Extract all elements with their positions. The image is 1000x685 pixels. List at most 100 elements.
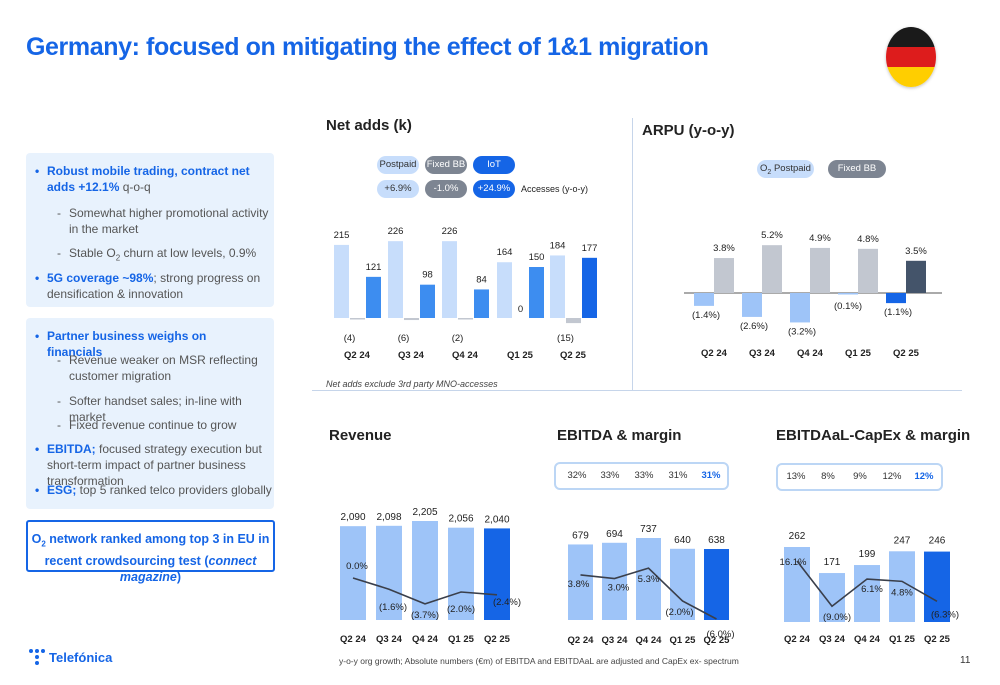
bar-postpaid-q3-24 xyxy=(388,241,403,318)
legend-postpaid: Postpaid xyxy=(377,156,419,174)
x-tick-q2-25: Q2 25 xyxy=(893,348,920,359)
x-tick-capex-q2-25: Q2 25 xyxy=(924,634,951,645)
sub-promotional: - Somewhat higher promotional activity in… xyxy=(57,206,269,236)
x-tick-q3-24: Q3 24 xyxy=(749,348,776,359)
bar-iot-q1-25 xyxy=(529,267,544,318)
network-ranking-callout: O2 network ranked among top 3 in EU in r… xyxy=(26,520,275,584)
sub-fixed-revenue: - Fixed revenue continue to grow xyxy=(57,418,237,432)
x-tick-ebitda-q3-24: Q3 24 xyxy=(602,635,629,646)
label-postpaid-q1-25: 164 xyxy=(497,247,513,258)
bar-fixed-bb-q2-24 xyxy=(350,318,365,320)
growth-label-ebitda-q4-24: 5.3% xyxy=(638,574,660,585)
vertical-divider xyxy=(632,118,633,390)
value-label-ebitda-q3-24: 694 xyxy=(606,529,623,540)
sub-revenue-weaker: - Revenue weaker on MSR reflecting custom… xyxy=(57,353,258,383)
capex-margin-q4-24: 9% xyxy=(853,471,867,482)
x-tick-revenue-q2-25: Q2 25 xyxy=(484,634,511,645)
x-tick-revenue-q1-25: Q1 25 xyxy=(448,634,475,645)
revenue-chart: 2,090 Q2 24 2,098 Q3 24 2,205 Q4 24 2,056 Q1 25… xyxy=(340,507,521,645)
value-label-ebitda-q1-25: 640 xyxy=(674,535,691,546)
bullet-5g: • 5G coverage ~98%; strong progress on de… xyxy=(35,271,261,301)
bar-fixed-bb-q3-24 xyxy=(404,318,419,321)
growth-label-capex-q2-24: 16.1% xyxy=(780,557,807,568)
x-tick-q2-25: Q2 25 xyxy=(560,350,587,361)
x-tick-q3-24: Q3 24 xyxy=(398,350,425,361)
arpu-title: ARPU (y-o-y) xyxy=(642,122,735,139)
value-label-revenue-q3-24: 2,098 xyxy=(376,512,401,523)
growth-label-revenue-q3-24: (1.6%) xyxy=(379,602,407,613)
bar-postpaid-q4-24 xyxy=(442,241,457,318)
growth-label-capex-q4-24: 6.1% xyxy=(861,584,883,595)
footnote: y-o-y org growth; Absolute numbers (€m) … xyxy=(339,656,739,666)
x-tick-q4-24: Q4 24 xyxy=(797,348,824,359)
label-fixed-bb-q3-24: (6) xyxy=(398,333,410,344)
net-adds-title: Net adds (k) xyxy=(326,117,412,134)
legend-iot: IoT xyxy=(473,156,515,174)
x-tick-q4-24: Q4 24 xyxy=(452,350,479,361)
bar-o2-postpaid-q1-25 xyxy=(838,293,858,295)
growth-line-capex xyxy=(796,560,938,608)
bullet-partner-business: • Partner business weighs on financials xyxy=(35,329,207,359)
value-label-capex-q4-24: 199 xyxy=(859,549,876,560)
x-tick-q1-25: Q1 25 xyxy=(507,350,534,361)
bar-revenue-q1-25 xyxy=(448,527,474,620)
bar-capex-q4-24 xyxy=(854,565,880,622)
label-fixed-bb-q1-25: 0 xyxy=(518,304,523,315)
bar-capex-q3-24 xyxy=(819,573,845,622)
capex-margin-q1-25: 12% xyxy=(882,471,902,482)
x-tick-ebitda-q4-24: Q4 24 xyxy=(636,635,663,646)
growth-label-ebitda-q2-24: 3.8% xyxy=(568,579,590,590)
legend-o2-postpaid: O2 Postpaid xyxy=(757,160,814,178)
growth-line-revenue xyxy=(352,577,498,605)
label-iot-q4-24: 84 xyxy=(476,274,487,285)
ebitda-margin-q4-24: 33% xyxy=(634,470,654,481)
bar-fixed-bb-q2-25 xyxy=(566,318,581,324)
label-iot-q2-24: 121 xyxy=(366,262,382,273)
bar-fixed-bb-q4-24 xyxy=(810,247,830,293)
bar-postpaid-q2-25 xyxy=(550,255,565,318)
yoy-postpaid: +6.9% xyxy=(377,180,419,198)
capex-margin-box: 13% 8% 9% 12% 12% xyxy=(776,463,943,491)
telefonica-logo-icon xyxy=(29,649,45,665)
growth-label-ebitda-q1-25: (2.0%) xyxy=(666,607,694,618)
label-postpaid-q3-24: 226 xyxy=(388,226,404,237)
x-tick-revenue-q4-24: Q4 24 xyxy=(412,634,439,645)
growth-label-capex-q3-24: (9.0%) xyxy=(823,612,851,623)
x-tick-q2-24: Q2 24 xyxy=(701,348,728,359)
x-tick-revenue-q2-24: Q2 24 xyxy=(340,634,367,645)
growth-line-ebitda xyxy=(580,567,717,620)
bar-postpaid-q2-24 xyxy=(334,244,349,318)
bar-iot-q2-24 xyxy=(366,276,381,318)
label-iot-q1-25: 150 xyxy=(529,252,545,263)
logo-text: Telefónica xyxy=(49,649,113,665)
bar-revenue-q2-24 xyxy=(340,526,366,620)
label-fixed-bb-q2-25: (15) xyxy=(557,333,574,344)
bar-o2-postpaid-q2-24 xyxy=(694,293,714,306)
mobile-trading-panel xyxy=(26,153,274,307)
label-iot-q3-24: 98 xyxy=(422,270,433,281)
growth-label-revenue-q2-24: 0.0% xyxy=(346,561,368,572)
bar-revenue-q4-24 xyxy=(412,521,438,620)
value-label-revenue-q1-25: 2,056 xyxy=(448,514,473,525)
capex-margin-q2-24: 13% xyxy=(786,471,806,482)
net-adds-chart: 215 (4) 121 Q2 24 226 (6) 98 Q3 24 226 (2) 84 Q4 24… xyxy=(334,226,598,361)
page-title: Germany: focused on mitigating the effec… xyxy=(26,33,709,61)
bar-fixed-bb-q3-24 xyxy=(762,245,782,293)
label-o2-postpaid-q2-24: (1.4%) xyxy=(692,310,720,321)
x-tick-capex-q4-24: Q4 24 xyxy=(854,634,881,645)
label-fixed-bb-q4-24: 4.9% xyxy=(809,233,831,244)
bar-fixed-bb-q2-25 xyxy=(906,260,926,293)
bar-ebitda-q2-25 xyxy=(704,549,729,620)
bar-fixed-bb-q4-24 xyxy=(458,318,473,320)
capex-margin-q2-25: 12% xyxy=(914,471,934,482)
value-label-ebitda-q2-25: 638 xyxy=(708,535,725,546)
bullet-ebitda: • EBITDA; focused strategy execution but … xyxy=(35,442,262,488)
growth-label-revenue-q2-25: (2.4%) xyxy=(493,597,521,608)
label-fixed-bb-q1-25: 4.8% xyxy=(857,234,879,245)
bullet-mobile-trading: • Robust mobile trading, contract net add… xyxy=(35,164,250,194)
label-fixed-bb-q2-24: 3.8% xyxy=(713,243,735,254)
bullet-esg: • ESG; top 5 ranked telco providers globa… xyxy=(35,483,272,497)
bar-iot-q3-24 xyxy=(420,284,435,318)
growth-label-capex-q1-25: 4.8% xyxy=(891,587,913,598)
legend-arpu-fixed-bb: Fixed BB xyxy=(828,160,886,178)
